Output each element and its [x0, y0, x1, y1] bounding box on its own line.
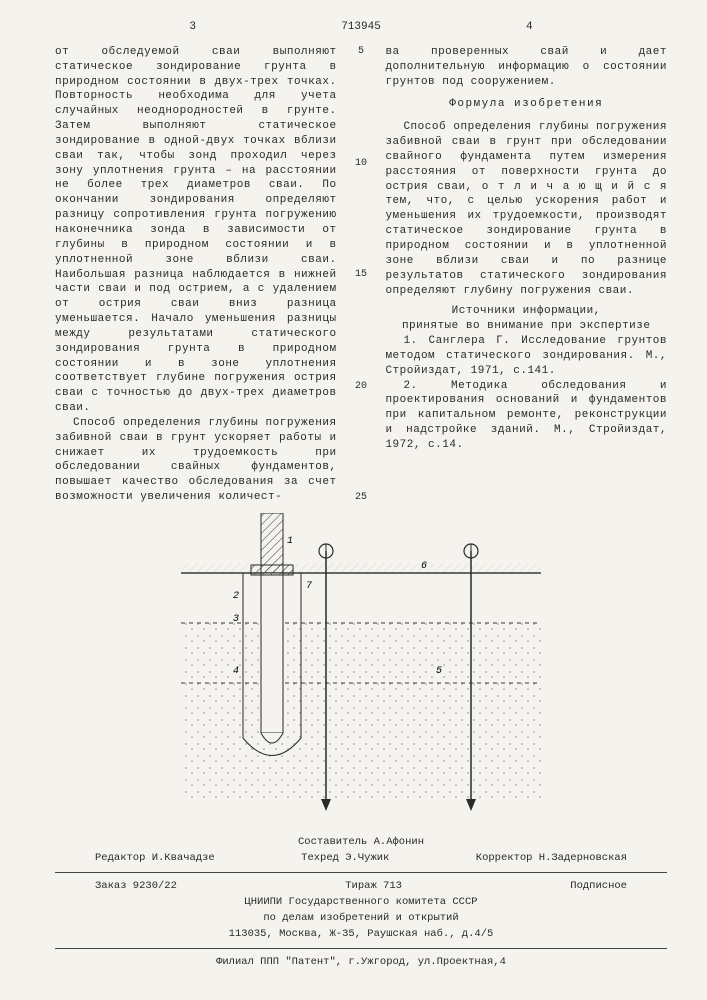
pile-cap — [251, 565, 293, 575]
col1-para1: от обследуемой сваи выполняют статическо… — [55, 45, 337, 416]
diagram-label-4: 4 — [233, 666, 239, 677]
compiler-line: Составитель А.Афонин — [55, 835, 667, 851]
editors-row: Редактор И.Квачадзе Техред Э.Чужик Корре… — [55, 851, 667, 867]
col2-para2: Способ определения глубины погружения за… — [385, 120, 667, 298]
probe-near-tip-icon — [321, 799, 331, 811]
corrector: Корректор Н.Задерновская — [476, 851, 627, 867]
tirage: Тираж 713 — [345, 879, 402, 895]
editor: Редактор И.Квачадзе — [95, 851, 215, 867]
org-line-2: по делам изобретений и открытий — [55, 911, 667, 927]
formula-title: Формула изобретения — [385, 97, 667, 112]
page: 3 713945 4 от обследуемой сваи выполняют… — [0, 0, 707, 1000]
order-no: Заказ 9230/22 — [95, 879, 177, 895]
right-column: ва проверенных свай и дает дополнительну… — [385, 45, 667, 505]
left-column: от обследуемой сваи выполняют статическо… — [55, 45, 337, 505]
text-columns: от обследуемой сваи выполняют статическо… — [55, 45, 667, 505]
source-2: 2. Методика обследования и проектировани… — [385, 379, 667, 453]
order-row: Заказ 9230/22 Тираж 713 Подписное — [55, 879, 667, 895]
diagram-label-1: 1 — [287, 536, 293, 547]
branch-line: Филиал ППП "Патент", г.Ужгород, ул.Проек… — [55, 955, 667, 971]
diagram-label-5: 5 — [436, 666, 442, 677]
probe-far-tip-icon — [466, 799, 476, 811]
sources-title: Источники информации, принятые во вниман… — [385, 304, 667, 334]
pile-above-ground — [261, 513, 283, 573]
ruler-mark: 20 — [355, 380, 367, 394]
org-line-1: ЦНИИПИ Государственного комитета СССР — [55, 895, 667, 911]
ruler-mark: 10 — [355, 157, 367, 171]
col1-para2: Способ определения глубины погружения за… — [55, 416, 337, 505]
diagram-label-6: 6 — [421, 561, 427, 572]
diagram-svg: 2 3 4 1 7 6 5 — [171, 513, 551, 823]
col2-para1: ва проверенных свай и дает дополнительну… — [385, 45, 667, 90]
ruler-mark: 5 — [358, 45, 364, 59]
line-ruler: 5 10 15 20 25 — [355, 45, 368, 505]
diagram-label-7: 7 — [306, 581, 312, 592]
ruler-mark: 25 — [355, 491, 367, 505]
diagram-label-3: 3 — [233, 614, 239, 625]
subscription: Подписное — [570, 879, 627, 895]
sources-block: Источники информации, принятые во вниман… — [385, 304, 667, 452]
technical-diagram: 2 3 4 1 7 6 5 — [55, 505, 667, 829]
patent-number: 713945 — [330, 20, 391, 35]
techred: Техред Э.Чужик — [301, 851, 389, 867]
diagram-label-2: 2 — [233, 591, 239, 602]
page-number-right: 4 — [392, 20, 667, 35]
imprint: Составитель А.Афонин Редактор И.Квачадзе… — [55, 835, 667, 971]
source-1: 1. Санглера Г. Исследование грунтов мето… — [385, 334, 667, 379]
pile-below-ground — [261, 573, 283, 733]
address-line: 113035, Москва, Ж-35, Раушская наб., д.4… — [55, 927, 667, 943]
ruler-mark: 15 — [355, 268, 367, 282]
soil-texture — [181, 623, 541, 803]
page-number-left: 3 — [55, 20, 330, 35]
surface-hatch — [181, 563, 541, 573]
page-header: 3 713945 4 — [55, 20, 667, 35]
